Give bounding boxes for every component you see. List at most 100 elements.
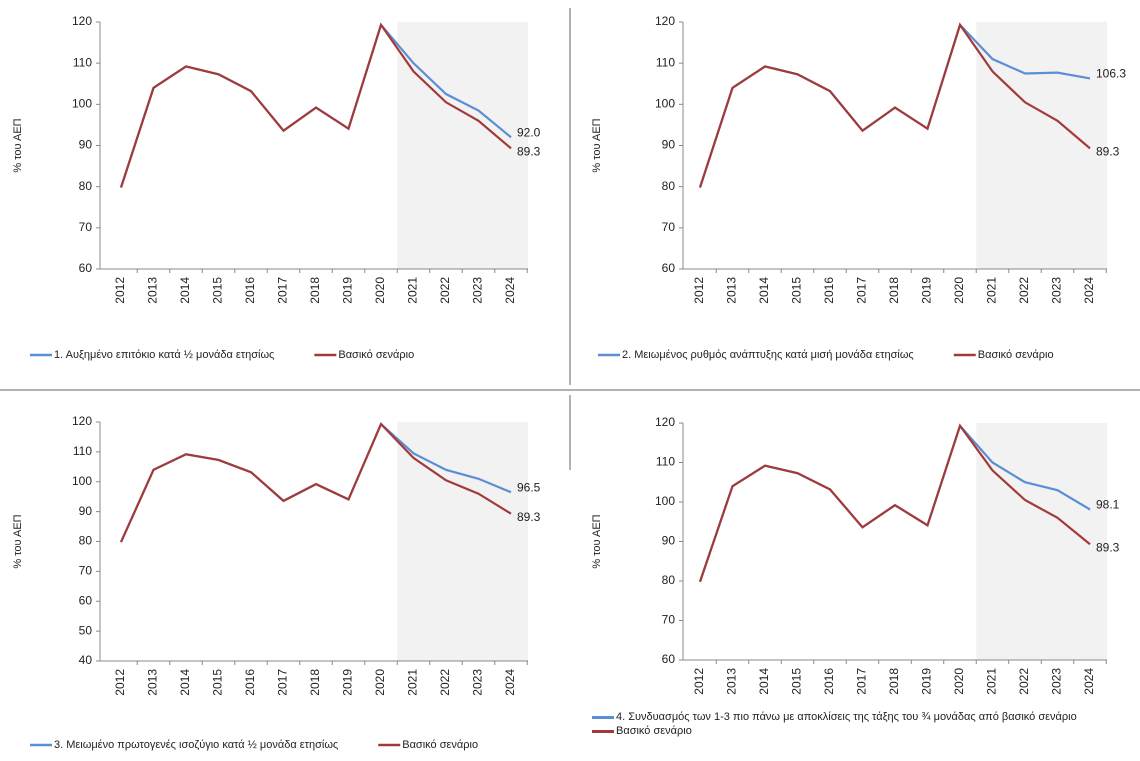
legend-box: 4. Συνδυασμός των 1-3 πιο πάνω με αποκλί… (592, 710, 1136, 738)
x-tick-label: 2024 (1082, 668, 1096, 695)
x-tick-label: 2020 (952, 277, 966, 304)
legend-item: Βασικό σενάριο (592, 724, 1136, 738)
x-tick-label: 2021 (985, 277, 999, 304)
legend: 4. Συνδυασμός των 1-3 πιο πάνω με αποκλί… (592, 710, 1136, 738)
x-tick-label: 2020 (373, 669, 387, 696)
x-tick-label: 2021 (406, 277, 420, 304)
x-tick-label: 2015 (211, 669, 225, 696)
x-tick-label: 2017 (855, 277, 869, 304)
x-tick-label: 2024 (503, 277, 517, 304)
x-tick-label: 2012 (692, 277, 706, 304)
y-tick-label: 60 (662, 261, 676, 275)
legend-item: 4. Συνδυασμός των 1-3 πιο πάνω με αποκλί… (592, 710, 1136, 724)
x-tick-label: 2023 (471, 669, 485, 696)
y-tick-label: 80 (79, 179, 93, 193)
x-tick-label: 2017 (276, 669, 290, 696)
y-tick-label: 110 (73, 55, 92, 69)
forecast-shade (397, 422, 528, 661)
y-tick-label: 100 (72, 474, 92, 488)
series-line (698, 423, 1091, 583)
data-label: 89.3 (517, 145, 541, 159)
y-axis-label: % του ΑΕΠ (12, 118, 24, 172)
x-tick-label: 2019 (920, 668, 934, 695)
x-tick-label: 2017 (276, 277, 290, 304)
y-tick-label: 120 (72, 14, 92, 28)
x-tick-label: 2023 (471, 277, 485, 304)
data-label: 98.1 (1096, 498, 1120, 512)
legend-label: 4. Συνδυασμός των 1-3 πιο πάνω με αποκλί… (616, 711, 1077, 723)
x-tick-label: 2023 (1050, 277, 1064, 304)
x-tick-label: 2014 (757, 668, 771, 695)
x-tick-label: 2022 (1017, 668, 1031, 695)
legend-label: Βασικό σενάριο (338, 349, 414, 361)
x-tick-label: 2014 (178, 277, 192, 304)
y-tick-label: 60 (662, 652, 676, 666)
y-tick-label: 80 (662, 179, 676, 193)
y-tick-label: 90 (662, 534, 676, 548)
legend-label: 2. Μειωμένος ρυθμός ανάπτυξης κατά μισή … (622, 349, 914, 361)
y-tick-label: 100 (72, 97, 92, 111)
legend-swatch (592, 730, 614, 733)
x-tick-label: 2013 (146, 277, 160, 304)
x-tick-label: 2019 (920, 277, 934, 304)
x-tick-label: 2012 (113, 669, 127, 696)
y-tick-label: 100 (655, 97, 675, 111)
x-tick-label: 2018 (308, 669, 322, 696)
series-line (698, 22, 1091, 188)
legend-label: Βασικό σενάριο (616, 725, 692, 737)
y-tick-label: 120 (655, 415, 675, 429)
y-tick-label: 110 (73, 444, 92, 458)
data-label: 106.3 (1096, 67, 1126, 81)
y-tick-label: 90 (79, 138, 93, 152)
y-tick-label: 90 (662, 138, 676, 152)
x-tick-label: 2016 (822, 277, 836, 304)
x-tick-label: 2022 (438, 669, 452, 696)
x-tick-label: 2018 (887, 277, 901, 304)
x-tick-label: 2020 (373, 277, 387, 304)
y-tick-label: 80 (662, 573, 676, 587)
legend-label: 1. Αυξημένο επιτόκιο κατά ½ μονάδα ετησί… (54, 349, 274, 361)
x-tick-label: 2018 (887, 668, 901, 695)
data-label: 89.3 (1096, 540, 1120, 554)
y-tick-label: 70 (79, 564, 93, 578)
x-tick-label: 2022 (438, 277, 452, 304)
legend-label: Βασικό σενάριο (402, 739, 478, 751)
x-tick-label: 2013 (725, 277, 739, 304)
x-tick-label: 2016 (243, 277, 257, 304)
x-tick-label: 2021 (985, 668, 999, 695)
y-tick-label: 110 (656, 55, 675, 69)
x-tick-label: 2015 (790, 668, 804, 695)
x-tick-label: 2023 (1050, 668, 1064, 695)
x-tick-label: 2012 (113, 277, 127, 304)
x-tick-label: 2019 (341, 669, 355, 696)
x-tick-label: 2024 (503, 669, 517, 696)
y-axis-label: % του ΑΕΠ (12, 514, 24, 568)
x-tick-label: 2019 (341, 277, 355, 304)
y-tick-label: 60 (79, 593, 93, 607)
y-tick-label: 100 (655, 494, 675, 508)
data-label: 89.3 (1096, 145, 1120, 159)
y-tick-label: 110 (656, 455, 675, 469)
y-tick-label: 60 (79, 261, 93, 275)
y-tick-label: 70 (662, 613, 676, 627)
x-tick-label: 2022 (1017, 277, 1031, 304)
y-tick-label: 40 (79, 653, 93, 667)
series-line (119, 22, 512, 188)
x-tick-label: 2014 (178, 669, 192, 696)
x-tick-label: 2013 (146, 669, 160, 696)
y-axis-label: % του ΑΕΠ (591, 514, 603, 568)
x-tick-label: 2015 (211, 277, 225, 304)
y-tick-label: 90 (79, 504, 93, 518)
x-tick-label: 2016 (822, 668, 836, 695)
legend-swatch (592, 716, 614, 719)
y-tick-label: 120 (655, 14, 675, 28)
y-tick-label: 70 (662, 220, 676, 234)
data-label: 96.5 (517, 480, 541, 494)
x-tick-label: 2015 (790, 277, 804, 304)
data-label: 89.3 (517, 510, 541, 524)
x-tick-label: 2020 (952, 668, 966, 695)
x-tick-label: 2016 (243, 669, 257, 696)
x-tick-label: 2014 (757, 277, 771, 304)
